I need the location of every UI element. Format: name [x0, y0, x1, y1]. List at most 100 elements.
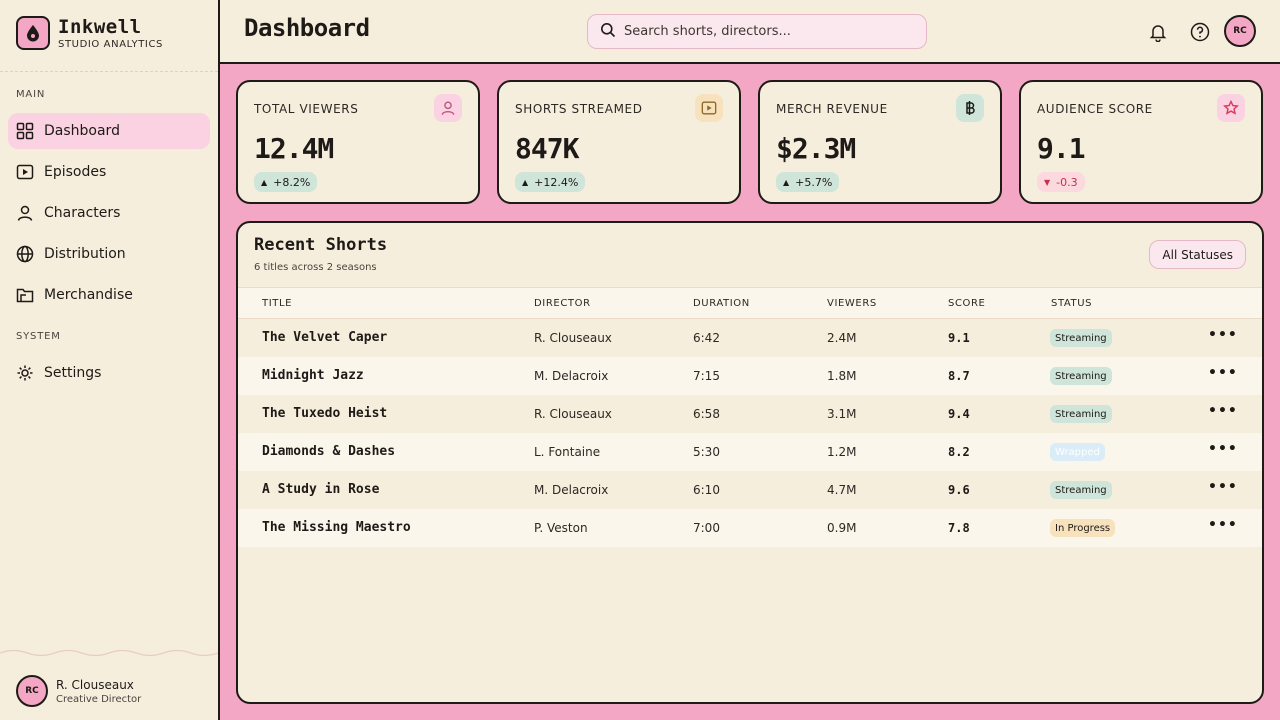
table-row[interactable]: The Missing Maestro P. Veston 7:00 0.9M …: [238, 509, 1262, 547]
trend-up-icon: ▲: [261, 177, 268, 187]
main-content: TOTAL VIEWERS 12.4M ▲ +8.2% SHORTS STREA…: [220, 64, 1280, 720]
row-duration: 5:30: [693, 445, 720, 459]
row-score: 9.4: [948, 407, 970, 421]
sidebar-item-label: Characters: [44, 205, 121, 221]
recent-shorts-table: Recent Shorts 6 titles across 2 seasons …: [236, 221, 1264, 704]
wavy-divider: [0, 649, 218, 657]
profile-name: R. Clouseaux: [56, 678, 134, 692]
column-header-duration[interactable]: DURATION: [693, 298, 750, 309]
stat-value: 847K: [515, 132, 579, 165]
header-avatar[interactable]: RC: [1224, 15, 1256, 47]
brand-name: Inkwell: [58, 16, 142, 38]
sidebar-item-label: Merchandise: [44, 287, 133, 303]
table-row[interactable]: Diamonds & Dashes L. Fontaine 5:30 1.2M …: [238, 433, 1262, 471]
stat-label: SHORTS STREAMED: [515, 102, 643, 116]
column-header-score[interactable]: SCORE: [948, 298, 986, 309]
help-icon[interactable]: [1189, 21, 1211, 43]
sidebar-item-dashboard[interactable]: Dashboard: [8, 113, 210, 149]
search-icon: [600, 22, 616, 42]
sidebar-item-label: Episodes: [44, 164, 107, 180]
status-filter-button[interactable]: All Statuses: [1149, 240, 1246, 269]
trend-up-icon: ▲: [522, 177, 529, 187]
page-title: Dashboard: [244, 14, 370, 42]
brand-divider: [0, 71, 218, 72]
column-header-status[interactable]: STATUS: [1051, 298, 1093, 309]
sidebar: Inkwell STUDIO ANALYTICS MAIN Dashboard …: [0, 0, 220, 720]
user-icon: [16, 204, 34, 222]
row-title: Midnight Jazz: [262, 368, 364, 383]
table-title: Recent Shorts: [254, 235, 388, 255]
search-bar[interactable]: [587, 14, 927, 49]
more-options-icon[interactable]: •••: [1208, 479, 1238, 495]
stat-card-merch[interactable]: MERCH REVENUE $2.3M ▲ +5.7%: [758, 80, 1002, 204]
bell-icon[interactable]: [1147, 21, 1169, 43]
more-options-icon[interactable]: •••: [1208, 403, 1238, 419]
brand-subtitle: STUDIO ANALYTICS: [58, 39, 163, 50]
stat-card-streamed[interactable]: SHORTS STREAMED 847K ▲ +12.4%: [497, 80, 741, 204]
more-options-icon[interactable]: •••: [1208, 517, 1238, 533]
more-options-icon[interactable]: •••: [1208, 327, 1238, 343]
delta-value: +8.2%: [273, 175, 311, 189]
sidebar-item-characters[interactable]: Characters: [8, 195, 210, 231]
brand[interactable]: Inkwell STUDIO ANALYTICS: [16, 16, 163, 50]
delta-value: +12.4%: [534, 175, 579, 189]
row-duration: 6:10: [693, 483, 720, 497]
table-row[interactable]: The Velvet Caper R. Clouseaux 6:42 2.4M …: [238, 319, 1262, 357]
sidebar-item-label: Dashboard: [44, 123, 120, 139]
table-row[interactable]: A Study in Rose M. Delacroix 6:10 4.7M 9…: [238, 471, 1262, 509]
status-badge: Wrapped: [1050, 443, 1105, 461]
row-score: 9.6: [948, 483, 970, 497]
sidebar-item-label: Settings: [44, 365, 102, 381]
status-badge: Streaming: [1050, 405, 1112, 423]
status-badge: Streaming: [1050, 367, 1112, 385]
status-badge: Streaming: [1050, 481, 1112, 499]
user-profile[interactable]: RC R. Clouseaux Creative Director: [16, 675, 141, 707]
folder-icon: [16, 286, 34, 304]
stat-value: $2.3M: [776, 132, 856, 165]
table-row[interactable]: The Tuxedo Heist R. Clouseaux 6:58 3.1M …: [238, 395, 1262, 433]
sidebar-item-merchandise[interactable]: Merchandise: [8, 277, 210, 313]
row-viewers: 0.9M: [827, 521, 857, 535]
row-duration: 7:15: [693, 369, 720, 383]
column-header-title[interactable]: TITLE: [262, 298, 293, 309]
row-director: M. Delacroix: [534, 483, 609, 497]
stat-label: MERCH REVENUE: [776, 102, 888, 116]
more-options-icon[interactable]: •••: [1208, 365, 1238, 381]
row-title: Diamonds & Dashes: [262, 444, 396, 459]
row-director: P. Veston: [534, 521, 588, 535]
stat-value: 12.4M: [254, 132, 334, 165]
delta-value: -0.3: [1056, 175, 1078, 189]
stat-delta: ▲ +8.2%: [254, 172, 318, 192]
column-header-viewers[interactable]: VIEWERS: [827, 298, 877, 309]
stat-delta: ▲ +5.7%: [776, 172, 840, 192]
row-viewers: 4.7M: [827, 483, 857, 497]
row-duration: 7:00: [693, 521, 720, 535]
search-input[interactable]: [624, 24, 914, 39]
stat-label: AUDIENCE SCORE: [1037, 102, 1153, 116]
row-director: R. Clouseaux: [534, 331, 612, 345]
row-duration: 6:58: [693, 407, 720, 421]
stat-value: 9.1: [1037, 132, 1086, 165]
sidebar-item-episodes[interactable]: Episodes: [8, 154, 210, 190]
row-duration: 6:42: [693, 331, 720, 345]
row-score: 9.1: [948, 331, 970, 345]
sidebar-item-distribution[interactable]: Distribution: [8, 236, 210, 272]
play-icon: [16, 163, 34, 181]
more-options-icon[interactable]: •••: [1208, 441, 1238, 457]
baht-icon: [956, 94, 984, 122]
stat-card-viewers[interactable]: TOTAL VIEWERS 12.4M ▲ +8.2%: [236, 80, 480, 204]
stat-card-score[interactable]: AUDIENCE SCORE 9.1 ▼ -0.3: [1019, 80, 1263, 204]
row-title: A Study in Rose: [262, 482, 380, 497]
row-director: M. Delacroix: [534, 369, 609, 383]
column-header-director[interactable]: DIRECTOR: [534, 298, 591, 309]
row-title: The Velvet Caper: [262, 330, 388, 345]
section-label-main: MAIN: [16, 89, 46, 100]
status-badge: Streaming: [1050, 329, 1112, 347]
avatar: RC: [16, 675, 48, 707]
sidebar-item-settings[interactable]: Settings: [8, 355, 210, 391]
table-row[interactable]: Midnight Jazz M. Delacroix 7:15 1.8M 8.7…: [238, 357, 1262, 395]
ink-drop-icon: [16, 16, 50, 50]
delta-value: +5.7%: [795, 175, 833, 189]
section-label-system: SYSTEM: [16, 331, 61, 342]
status-badge: In Progress: [1050, 519, 1116, 537]
